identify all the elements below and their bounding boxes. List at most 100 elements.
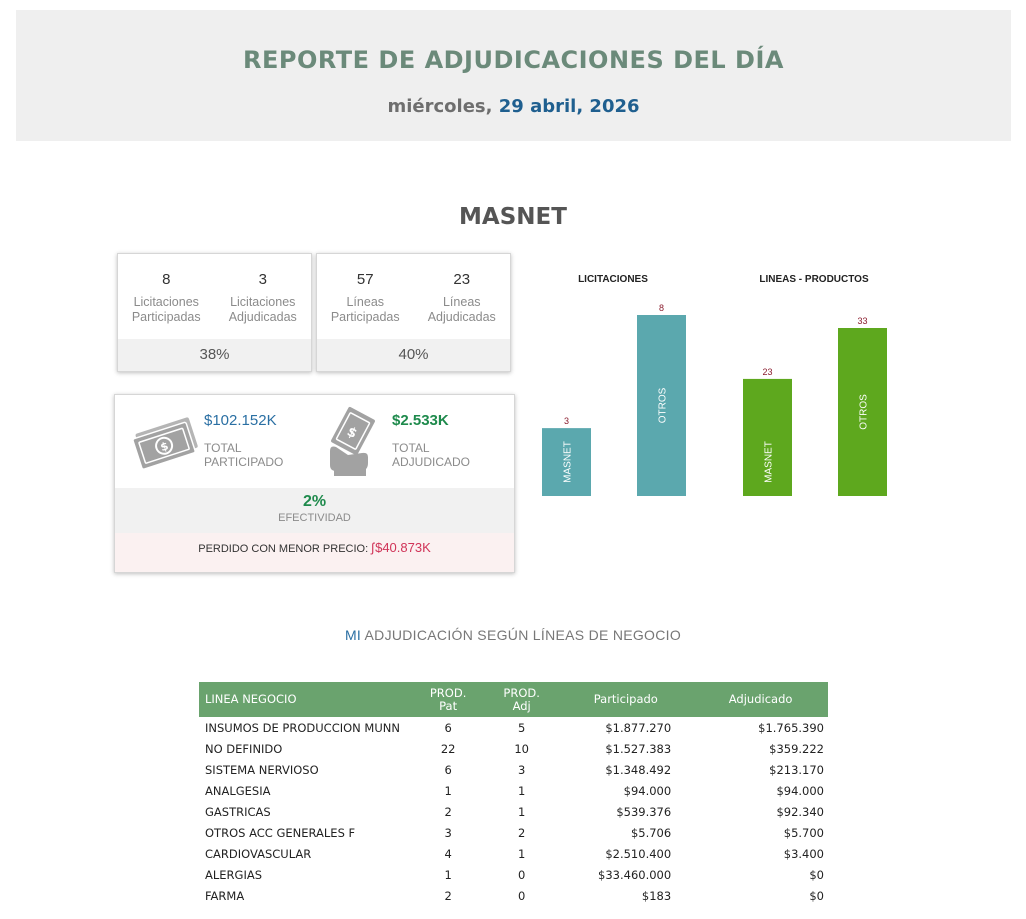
- section-title-mi: MI: [344, 627, 362, 643]
- cell-prod-adj: 1: [517, 804, 526, 819]
- cell-prod-adj: 0: [517, 888, 526, 903]
- cell-adjudicado: $1.765.390: [758, 720, 824, 735]
- table-row: ANALGESIA 1 1 $94.000 $94.000: [199, 780, 828, 801]
- cell-adjudicado: $213.170: [769, 762, 824, 777]
- header-line: Pat: [439, 698, 458, 713]
- report-weekday: miércoles,: [387, 96, 493, 117]
- chart-value-label: 33: [857, 316, 867, 326]
- column-header-prod-pat: PROD. Pat: [411, 682, 485, 717]
- total-participado-amount: $102.152K: [204, 412, 277, 429]
- lineas-adjudicadas-label: Líneas Adjudicadas: [427, 295, 496, 324]
- table-row: SISTEMA NERVIOSO 6 3 $1.348.492 $213.170: [199, 759, 828, 780]
- lineas-participadas-count: 57: [356, 271, 374, 288]
- chart-category-label: MASNET: [563, 441, 574, 483]
- cell-linea: GASTRICAS: [205, 804, 271, 819]
- table-body: INSUMOS DE PRODUCCION MUNN 6 5 $1.877.270 $1…: [199, 717, 828, 906]
- cursor-icon: ʃ: [371, 540, 375, 555]
- company-name: MASNET: [459, 204, 567, 230]
- efectividad-label: EFECTIVIDAD: [278, 512, 351, 524]
- cell-linea: ANALGESIA: [205, 783, 271, 798]
- table-row: INSUMOS DE PRODUCCION MUNN 6 5 $1.877.270 $1…: [199, 717, 828, 738]
- lost-value: ʃ$40.873K: [371, 540, 431, 555]
- lost-label: PERDIDO CON MENOR PRECIO:: [198, 543, 369, 555]
- lineas-percent: 40%: [317, 339, 510, 371]
- report-title: REPORTE DE ADJUDICACIONES DEL DÍA: [243, 46, 784, 74]
- table-row: GASTRICAS 2 1 $539.376 $92.340: [199, 801, 828, 822]
- cell-adjudicado: $92.340: [776, 804, 824, 819]
- cell-prod-adj: 2: [517, 825, 526, 840]
- lineas-adjudicadas-count: 23: [453, 271, 471, 288]
- licitaciones-adjudicadas-count: 3: [258, 271, 267, 288]
- cell-participado: $94.000: [623, 783, 672, 798]
- cell-adjudicado: $3.400: [783, 846, 824, 861]
- chart-category-label: OTROS: [658, 387, 669, 423]
- lineas-adjudicadas: 23 Líneas Adjudicadas: [414, 254, 511, 339]
- column-header-prod-adj: PROD. Adj: [484, 682, 559, 717]
- chart-bar-otros: [637, 315, 686, 496]
- section-title-rest: ADJUDICACIÓN SEGÚN LÍNEAS DE NEGOCIO: [364, 627, 682, 643]
- cell-prod-pat: 22: [440, 741, 456, 756]
- cell-linea: FARMA: [205, 888, 245, 903]
- licitaciones-card: 8 Licitaciones Participadas 3 Licitacion…: [117, 253, 312, 372]
- efectividad-panel: 2% EFECTIVIDAD: [115, 488, 514, 533]
- cell-prod-pat: 1: [444, 783, 452, 798]
- lost-lower-price-panel: PERDIDO CON MENOR PRECIO: ʃ$40.873K: [115, 533, 514, 572]
- chart-value-label: 23: [762, 367, 772, 377]
- cell-prod-adj: 1: [517, 846, 526, 861]
- table-row: ALERGIAS 1 0 $33.460.000 $0: [199, 864, 828, 885]
- chart-title-licitaciones: LICITACIONES: [578, 274, 648, 285]
- cell-participado: $183: [641, 888, 672, 903]
- licitaciones-participadas: 8 Licitaciones Participadas: [118, 254, 215, 339]
- chart-value-label: 8: [659, 303, 664, 313]
- chart-category-label: OTROS: [859, 394, 870, 430]
- report-header: REPORTE DE ADJUDICACIONES DEL DÍA miérco…: [16, 10, 1011, 141]
- cell-participado: $539.376: [616, 804, 672, 819]
- cell-linea: SISTEMA NERVIOSO: [205, 762, 319, 777]
- licitaciones-percent: 38%: [118, 339, 311, 371]
- section-title: MI ADJUDICACIÓN SEGÚN LÍNEAS DE NEGOCIO: [0, 627, 1026, 643]
- cell-prod-pat: 1: [444, 867, 452, 882]
- cell-prod-adj: 3: [517, 762, 526, 777]
- cell-participado: $5.706: [630, 825, 672, 840]
- table-row: FARMA 2 0 $183 $0: [199, 885, 828, 906]
- chart-category-label: MASNET: [764, 441, 775, 483]
- table-row: CARDIOVASCULAR 4 1 $2.510.400 $3.400: [199, 843, 828, 864]
- cell-prod-pat: 3: [444, 825, 452, 840]
- column-header-linea: LINEA NEGOCIO: [199, 682, 412, 717]
- cell-adjudicado: $0: [809, 888, 824, 903]
- cell-prod-pat: 2: [444, 804, 452, 819]
- cell-prod-adj: 1: [517, 783, 526, 798]
- cell-prod-adj: 5: [517, 720, 526, 735]
- cell-linea: OTROS ACC GENERALES F: [205, 825, 356, 840]
- cell-prod-pat: 4: [444, 846, 452, 861]
- chart-bar-otros: [838, 328, 887, 496]
- lineas-participadas: 57 Líneas Participadas: [317, 254, 414, 339]
- chart-bar-masnet: [542, 428, 591, 496]
- table-header-row: LINEA NEGOCIO PROD. Pat PROD. Adj Particip…: [199, 682, 828, 717]
- table-row: NO DEFINIDO 22 10 $1.527.383 $359.222: [199, 738, 828, 759]
- total-adjudicado-label: TOTAL ADJUDICADO: [392, 441, 471, 469]
- total-adjudicado-amount: $2.533K: [392, 412, 449, 429]
- cell-adjudicado: $94.000: [776, 783, 824, 798]
- report-date: miércoles, 29 abril, 2026: [16, 96, 1011, 117]
- svg-text:$: $: [159, 439, 170, 454]
- lineas-participadas-label: Líneas Participadas: [330, 295, 400, 324]
- cell-adjudicado: $5.700: [783, 825, 824, 840]
- lineas-card: 57 Líneas Participadas 23 Líneas Adjudic…: [316, 253, 511, 372]
- cell-linea: ALERGIAS: [205, 867, 263, 882]
- cell-prod-pat: 2: [444, 888, 452, 903]
- table-row: OTROS ACC GENERALES F 3 2 $5.706 $5.700: [199, 822, 828, 843]
- column-header-participado: Participado: [558, 682, 694, 717]
- header-line: PROD.: [429, 685, 467, 700]
- total-participado-label: TOTAL PARTICIPADO: [204, 441, 284, 469]
- cell-adjudicado: $359.222: [769, 741, 824, 756]
- cell-prod-pat: 6: [444, 720, 452, 735]
- efectividad-value: 2%: [302, 493, 327, 510]
- licitaciones-adjudicadas-label: Licitaciones Adjudicadas: [228, 295, 297, 324]
- licitaciones-participadas-label: Licitaciones Participadas: [131, 295, 201, 324]
- cell-linea: CARDIOVASCULAR: [205, 846, 312, 861]
- header-line: PROD.: [503, 685, 540, 700]
- money-bill-icon: $: [129, 415, 203, 474]
- cell-linea: NO DEFINIDO: [205, 741, 283, 756]
- amounts-card: $ $102.152K TOTAL PARTICIPADO $ $2.533K …: [114, 394, 515, 573]
